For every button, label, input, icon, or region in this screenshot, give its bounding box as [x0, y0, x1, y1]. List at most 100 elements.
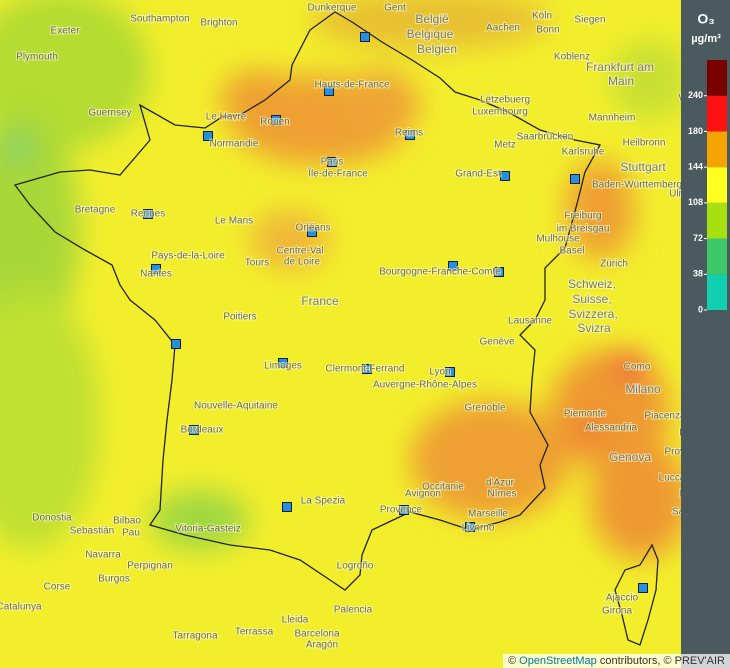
place-label: Sebastián: [70, 526, 114, 537]
place-label: Southampton: [130, 14, 190, 25]
place-label: Tours: [245, 258, 269, 269]
station-marker: [324, 86, 334, 96]
place-label: België: [415, 12, 449, 26]
place-label: Pays-de-la-Loire: [151, 251, 225, 262]
station-marker: [282, 502, 292, 512]
place-label: Lucca: [659, 473, 686, 484]
place-label: Karlsruhe: [562, 147, 605, 158]
place-label: Belgien: [417, 42, 457, 56]
legend-tick-label: 0: [698, 304, 703, 314]
station-marker: [405, 130, 415, 140]
place-label: Genève: [479, 337, 514, 348]
attribution-prefix: ©: [507, 655, 517, 667]
place-label: Gent: [384, 3, 406, 14]
place-label: Bourgogne-Franche-Comté: [379, 267, 501, 278]
place-label: Bordeaux: [181, 425, 224, 436]
place-label: Saarbrücken: [517, 132, 574, 143]
place-label: Avignon: [405, 489, 441, 500]
place-label: d'Azur: [486, 478, 515, 489]
place-label: Mulhouse: [536, 234, 580, 245]
place-label: Suisse,: [572, 292, 611, 306]
place-label: Svizzera,: [568, 307, 617, 321]
osm-link[interactable]: OpenStreetMap: [519, 655, 597, 667]
station-marker: [399, 505, 409, 515]
place-label: Pau: [122, 528, 140, 539]
place-label: Belgique: [407, 27, 454, 41]
pollution-layer: [0, 0, 690, 560]
legend-band: [707, 131, 727, 168]
place-label: Ajaccio: [606, 593, 639, 604]
place-label: im Breisgau: [557, 224, 610, 235]
legend-title: O₃: [697, 11, 714, 27]
legend: O₃ µg/m³ 0 38 72 108 144 180 240: [688, 11, 727, 314]
place-label: Palencia: [334, 605, 373, 616]
legend-unit: µg/m³: [691, 33, 721, 45]
place-label: Nantes: [140, 269, 172, 280]
place-label: Livorno: [462, 523, 495, 534]
place-label: Paris: [321, 157, 344, 168]
station-marker: [362, 364, 372, 374]
legend-tick-label: 72: [693, 233, 703, 243]
place-label: Île-de-France: [307, 167, 368, 180]
legend-band: [707, 60, 727, 96]
legend-band: [707, 238, 727, 275]
place-label: Rennes: [131, 209, 165, 220]
place-label: Catalunya: [0, 602, 42, 613]
legend-band: [707, 167, 727, 203]
place-label: Girona: [602, 606, 632, 617]
station-marker: [360, 32, 370, 42]
place-label: Vitoria-Gasteiz: [175, 524, 240, 535]
place-label: Guernsey: [88, 108, 131, 119]
place-label: Lausanne: [508, 316, 552, 327]
place-label: Orléans: [295, 223, 330, 234]
place-label: Nouvelle-Aquitaine: [194, 401, 278, 412]
place-label: Koblenz: [554, 52, 590, 63]
place-label: Milano: [625, 382, 661, 396]
place-label: Aachen: [486, 23, 520, 34]
station-marker: [570, 174, 580, 184]
station-marker: [500, 171, 510, 181]
place-label: Corse: [44, 582, 71, 593]
legend-band: [707, 202, 727, 239]
place-label: Barcelona: [294, 629, 339, 640]
place-label: Lyon: [429, 367, 450, 378]
place-label: Metz: [494, 140, 516, 151]
place-label: Schweiz,: [568, 277, 616, 291]
place-label: Occitanie: [422, 482, 464, 493]
legend-tick-label: 108: [688, 197, 703, 207]
place-label: Stuttgart: [620, 160, 666, 174]
place-label: Grand-Est: [455, 169, 501, 180]
station-marker: [465, 522, 475, 532]
place-label: Freiburg: [564, 211, 601, 222]
place-label: Poitiers: [223, 312, 256, 323]
legend-band: [707, 274, 727, 310]
place-label: Frankfurt am: [586, 60, 654, 74]
station-marker: [143, 209, 153, 219]
place-label: Provence: [380, 505, 423, 516]
station-marker: [271, 115, 281, 125]
place-label: Piacenza: [644, 411, 686, 422]
place-label: France: [301, 294, 339, 308]
place-label: Rouen: [260, 117, 289, 128]
attribution: © OpenStreetMap contributors, © PREV'AIR: [502, 654, 730, 668]
place-label: Navarra: [85, 550, 121, 561]
place-label: Main: [608, 74, 634, 88]
station-marker: [494, 267, 504, 277]
place-label: Clermont-Ferrand: [326, 364, 405, 375]
place-label: Zürich: [600, 259, 628, 270]
france-border: [13, 11, 602, 591]
station-marker: [189, 425, 199, 435]
place-label: Lleida: [282, 615, 309, 626]
place-label: Mannheim: [589, 113, 636, 124]
place-label: Bretagne: [75, 205, 116, 216]
legend-tick-label: 240: [688, 90, 703, 100]
place-label: Brighton: [200, 18, 237, 29]
place-label: Svizra: [577, 321, 611, 335]
place-label: Köln: [532, 11, 552, 22]
station-marker: [151, 264, 161, 274]
station-marker: [307, 227, 317, 237]
place-label: Le Havre: [206, 112, 247, 123]
station-marker: [171, 339, 181, 349]
